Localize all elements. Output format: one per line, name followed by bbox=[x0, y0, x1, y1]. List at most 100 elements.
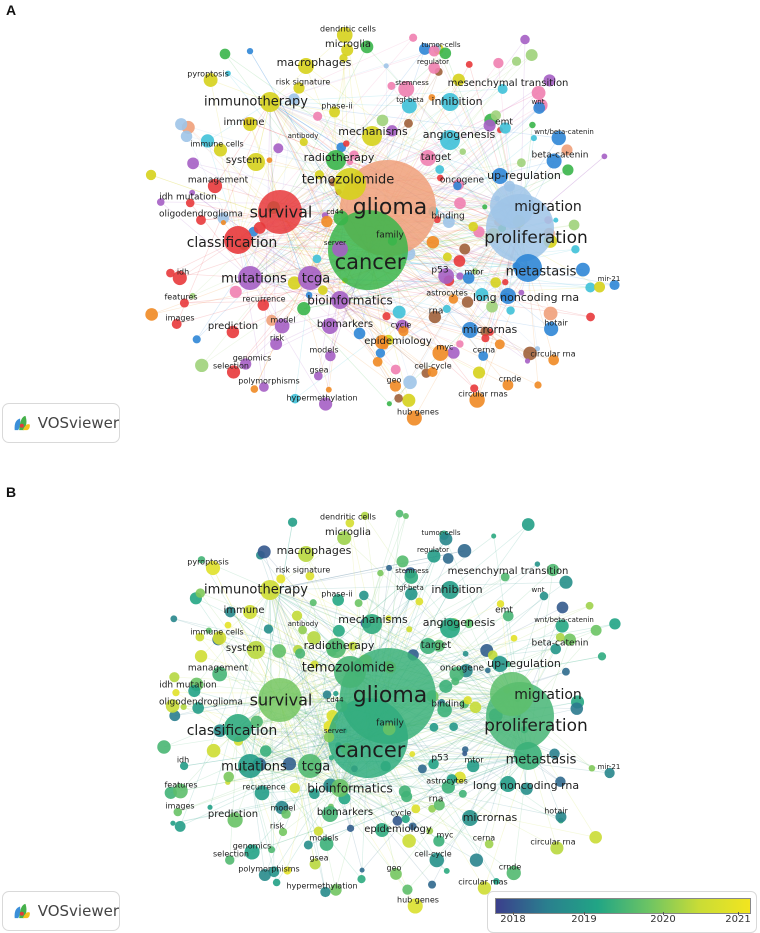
keyword-node-minor[interactable] bbox=[287, 517, 298, 527]
keyword-node-minor[interactable] bbox=[372, 356, 383, 367]
keyword-node-minor[interactable] bbox=[313, 111, 323, 121]
keyword-node[interactable] bbox=[270, 338, 283, 350]
keyword-node[interactable] bbox=[609, 279, 620, 291]
keyword-label[interactable]: stemness bbox=[395, 79, 429, 87]
keyword-label[interactable]: rna bbox=[429, 795, 444, 805]
keyword-label[interactable]: prediction bbox=[208, 809, 258, 820]
keyword-node-minor[interactable] bbox=[169, 710, 181, 722]
keyword-label[interactable]: circular rna bbox=[530, 350, 575, 359]
keyword-node[interactable] bbox=[490, 672, 534, 716]
keyword-label[interactable]: long noncoding rna bbox=[473, 779, 579, 792]
keyword-node-minor[interactable] bbox=[518, 289, 525, 296]
keyword-label[interactable]: features bbox=[164, 293, 197, 302]
keyword-node-minor[interactable] bbox=[585, 601, 594, 610]
keyword-node[interactable] bbox=[490, 184, 534, 228]
keyword-node-minor[interactable] bbox=[330, 884, 342, 896]
keyword-node[interactable] bbox=[260, 92, 280, 112]
keyword-node-minor[interactable] bbox=[392, 305, 406, 319]
keyword-node[interactable] bbox=[332, 241, 348, 257]
keyword-node-minor[interactable] bbox=[386, 401, 392, 407]
keyword-node-minor[interactable] bbox=[502, 279, 509, 286]
keyword-node[interactable] bbox=[226, 365, 241, 379]
keyword-label[interactable]: family bbox=[376, 719, 404, 729]
keyword-node-minor[interactable] bbox=[195, 358, 209, 373]
keyword-node-minor[interactable] bbox=[297, 301, 311, 316]
keyword-label[interactable]: target bbox=[421, 640, 451, 651]
keyword-label[interactable]: antibody bbox=[288, 620, 319, 628]
keyword-node-minor[interactable] bbox=[447, 346, 460, 359]
keyword-node-minor[interactable] bbox=[549, 748, 560, 760]
keyword-label[interactable]: wnt/beta-catenin bbox=[534, 128, 594, 136]
keyword-label[interactable]: hotair bbox=[544, 319, 568, 328]
keyword-node[interactable] bbox=[188, 684, 201, 698]
keyword-node[interactable] bbox=[500, 288, 516, 304]
keyword-node-minor[interactable] bbox=[145, 169, 157, 181]
keyword-node[interactable] bbox=[401, 814, 410, 824]
keyword-label[interactable]: risk bbox=[270, 822, 285, 831]
keyword-node-minor[interactable] bbox=[194, 650, 208, 663]
keyword-label[interactable]: phase-ii bbox=[321, 590, 352, 599]
keyword-node-minor[interactable] bbox=[556, 601, 569, 614]
keyword-label[interactable]: cell-cycle bbox=[414, 850, 451, 859]
keyword-node[interactable] bbox=[429, 852, 445, 868]
keyword-node-minor[interactable] bbox=[290, 393, 300, 404]
keyword-node-minor[interactable] bbox=[531, 85, 546, 100]
keyword-node-minor[interactable] bbox=[224, 621, 232, 629]
keyword-node[interactable] bbox=[258, 678, 302, 722]
keyword-node[interactable] bbox=[328, 698, 408, 778]
keyword-label[interactable]: epidemiology bbox=[364, 336, 432, 347]
keyword-node[interactable] bbox=[492, 168, 508, 184]
keyword-node-minor[interactable] bbox=[485, 667, 491, 674]
keyword-node-minor[interactable] bbox=[273, 143, 284, 154]
keyword-node[interactable] bbox=[477, 881, 492, 895]
keyword-label[interactable]: genomics bbox=[233, 842, 272, 851]
keyword-node[interactable] bbox=[539, 591, 549, 601]
keyword-label[interactable]: myc bbox=[437, 831, 454, 840]
keyword-node[interactable] bbox=[326, 638, 346, 658]
keyword-label[interactable]: migration bbox=[514, 687, 582, 703]
keyword-node[interactable] bbox=[325, 350, 336, 362]
keyword-node-minor[interactable] bbox=[213, 724, 227, 738]
keyword-node-minor[interactable] bbox=[170, 615, 178, 623]
keyword-label[interactable]: mtor bbox=[464, 268, 484, 277]
keyword-node-minor[interactable] bbox=[428, 804, 437, 813]
keyword-node[interactable] bbox=[550, 841, 564, 855]
keyword-node-minor[interactable] bbox=[205, 627, 212, 634]
keyword-label[interactable]: micrornas bbox=[463, 811, 518, 824]
keyword-label[interactable]: cd44 bbox=[326, 208, 344, 216]
keyword-node-minor[interactable] bbox=[174, 821, 186, 832]
keyword-node-minor[interactable] bbox=[597, 652, 607, 661]
keyword-label[interactable]: cycle bbox=[391, 809, 412, 818]
keyword-node-minor[interactable] bbox=[523, 346, 537, 361]
keyword-node[interactable] bbox=[247, 641, 265, 659]
keyword-node-minor[interactable] bbox=[250, 715, 263, 728]
keyword-node[interactable] bbox=[179, 761, 189, 771]
keyword-label[interactable]: management bbox=[188, 176, 249, 186]
keyword-label[interactable]: genomics bbox=[233, 354, 272, 363]
keyword-label[interactable]: immune bbox=[223, 117, 264, 128]
keyword-label[interactable]: proliferation bbox=[484, 716, 588, 736]
keyword-node[interactable] bbox=[420, 638, 436, 654]
keyword-node[interactable] bbox=[309, 858, 321, 870]
keyword-label[interactable]: microglia bbox=[325, 39, 371, 50]
keyword-node-minor[interactable] bbox=[459, 243, 471, 255]
keyword-node[interactable] bbox=[462, 272, 475, 284]
keyword-node-minor[interactable] bbox=[493, 57, 504, 69]
keyword-node[interactable] bbox=[257, 299, 270, 311]
keyword-node-minor[interactable] bbox=[250, 385, 259, 393]
keyword-node-minor[interactable] bbox=[475, 288, 489, 302]
keyword-node[interactable] bbox=[420, 150, 436, 166]
keyword-node-minor[interactable] bbox=[428, 94, 436, 101]
keyword-node[interactable] bbox=[226, 325, 240, 339]
keyword-node-minor[interactable] bbox=[490, 110, 501, 121]
keyword-node-minor[interactable] bbox=[288, 93, 300, 105]
keyword-node[interactable] bbox=[298, 754, 322, 778]
keyword-node-minor[interactable] bbox=[483, 119, 496, 132]
keyword-label[interactable]: mesenchymal transition bbox=[448, 78, 569, 89]
keyword-label[interactable]: mir-21 bbox=[598, 763, 621, 771]
keyword-node[interactable] bbox=[192, 702, 204, 714]
keyword-label[interactable]: images bbox=[165, 802, 194, 811]
keyword-node[interactable] bbox=[390, 868, 402, 880]
keyword-node[interactable] bbox=[298, 625, 307, 635]
keyword-node[interactable] bbox=[293, 82, 305, 94]
